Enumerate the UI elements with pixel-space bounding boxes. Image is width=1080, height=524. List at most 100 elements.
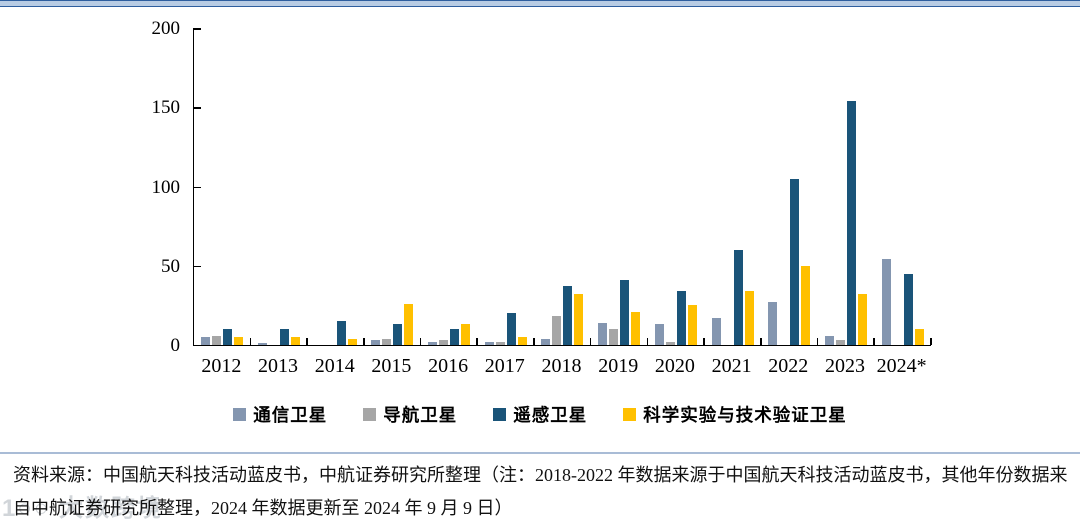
bar xyxy=(223,329,233,345)
bar xyxy=(541,338,551,345)
legend-swatch-icon xyxy=(233,408,247,421)
bar xyxy=(450,329,460,345)
y-tick-label: 100 xyxy=(151,176,181,198)
x-axis-year-label: 2024* xyxy=(876,355,927,377)
bar xyxy=(291,337,301,345)
bar xyxy=(280,329,290,345)
bar xyxy=(347,338,357,345)
x-axis-year-label: 2016 xyxy=(428,355,469,377)
x-tick-mark xyxy=(703,338,705,345)
legend-label: 科学实验与技术验证卫星 xyxy=(643,405,847,425)
legend-swatch-icon xyxy=(493,408,507,421)
x-axis-year-label: 2015 xyxy=(371,355,412,377)
bar xyxy=(744,291,754,345)
bar xyxy=(495,341,505,345)
bar-group xyxy=(591,28,648,345)
legend-swatch-icon xyxy=(623,408,637,421)
bar xyxy=(846,100,856,345)
legend-item: 遥感卫星 xyxy=(493,402,587,427)
y-tick-label: 50 xyxy=(161,255,180,277)
bar xyxy=(336,321,346,345)
bar-chart-plot-area xyxy=(193,28,932,346)
bar xyxy=(563,286,573,345)
bar xyxy=(552,316,562,345)
bar xyxy=(461,324,471,345)
legend-label: 遥感卫星 xyxy=(513,405,588,425)
bar-group xyxy=(421,28,478,345)
bar xyxy=(914,329,924,345)
bar-group xyxy=(818,28,875,345)
bar xyxy=(824,335,834,345)
bar xyxy=(609,329,619,345)
bar xyxy=(711,318,721,345)
bar-group xyxy=(251,28,308,345)
bar xyxy=(371,340,381,345)
legend-item: 导航卫星 xyxy=(363,402,457,427)
bar-group xyxy=(534,28,591,345)
bar-group xyxy=(194,28,251,345)
legend-item: 通信卫星 xyxy=(233,402,327,427)
footer-separator-line xyxy=(0,452,1080,454)
source-note: 资料来源：中国航天科技活动蓝皮书，中航证券研究所整理（注：2018-2022 年… xyxy=(13,465,1068,518)
y-tick-label: 0 xyxy=(170,335,181,356)
bar-group xyxy=(477,28,534,345)
bar xyxy=(212,335,222,345)
chart-legend: 通信卫星 导航卫星 遥感卫星 科学实验与技术验证卫星 xyxy=(0,402,1080,427)
y-tick-mark xyxy=(194,28,201,30)
x-tick-mark xyxy=(533,338,535,345)
bar xyxy=(439,340,449,345)
bar xyxy=(654,324,664,345)
bar xyxy=(676,291,686,345)
bar-group xyxy=(648,28,705,345)
x-tick-mark xyxy=(249,338,252,345)
legend-label: 通信卫星 xyxy=(253,405,328,425)
bar-group xyxy=(874,28,931,345)
watermark: 1○○ 大数跨境 xyxy=(2,495,164,522)
bar xyxy=(881,259,891,345)
legend-item: 科学实验与技术验证卫星 xyxy=(623,402,847,427)
bar xyxy=(484,341,494,345)
legend-label: 导航卫星 xyxy=(383,405,458,425)
bar xyxy=(506,313,516,345)
y-tick-label: 200 xyxy=(151,18,181,39)
x-tick-mark xyxy=(589,338,592,345)
x-tick-mark xyxy=(419,338,422,345)
top-border-rule-secondary xyxy=(0,6,760,7)
x-axis-year-label: 2021 xyxy=(711,355,752,377)
bar xyxy=(733,249,743,345)
bar xyxy=(631,311,641,345)
bar xyxy=(687,305,697,345)
x-tick-mark xyxy=(646,338,649,345)
bar-group xyxy=(761,28,818,345)
bar xyxy=(404,303,414,345)
x-axis-year-label: 2022 xyxy=(768,355,809,377)
bar xyxy=(903,273,913,345)
y-tick-mark xyxy=(194,107,201,109)
x-axis-year-label: 2013 xyxy=(258,355,299,377)
bar xyxy=(790,178,800,345)
x-axis-year-label: 2023 xyxy=(824,355,865,377)
x-tick-mark xyxy=(930,338,932,345)
bar xyxy=(665,341,675,345)
x-tick-mark xyxy=(476,338,479,345)
bar xyxy=(517,337,527,345)
bar xyxy=(835,340,845,345)
bar xyxy=(620,280,630,345)
x-axis-year-label: 2014 xyxy=(314,355,355,377)
legend-swatch-icon xyxy=(363,408,377,421)
x-tick-mark xyxy=(363,338,365,345)
y-tick-mark xyxy=(194,265,201,268)
x-tick-mark xyxy=(759,338,762,345)
bar xyxy=(258,343,268,345)
x-axis-year-label: 2019 xyxy=(598,355,639,377)
bar xyxy=(857,294,867,345)
bar-group xyxy=(704,28,761,345)
bar-group xyxy=(307,28,364,345)
x-axis-year-label: 2012 xyxy=(201,355,242,377)
bar-group xyxy=(364,28,421,345)
bar xyxy=(428,341,438,345)
bar xyxy=(801,265,811,345)
bar xyxy=(574,294,584,345)
y-tick-label: 150 xyxy=(151,97,181,119)
